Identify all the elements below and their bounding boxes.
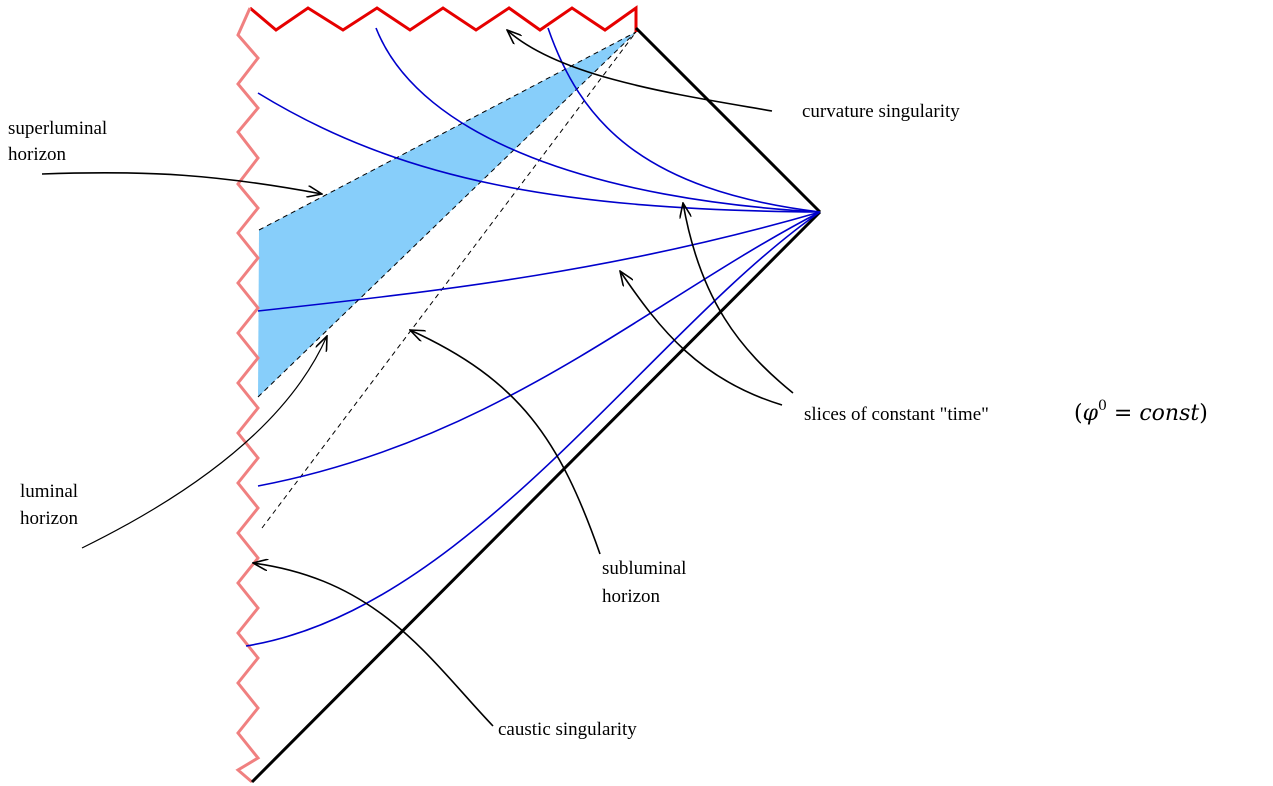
caustic-singularity-line xyxy=(238,8,258,782)
luminal-arrow xyxy=(82,336,327,548)
curvature-singularity-line xyxy=(250,8,636,32)
superluminal-arrow xyxy=(42,173,322,194)
caustic-singularity-label: caustic singularity xyxy=(498,719,637,740)
math-close-paren: ) xyxy=(1199,401,1208,426)
slices-arrow-2 xyxy=(620,271,782,405)
slice xyxy=(548,28,820,212)
subluminal-horizon-label-line2: horizon xyxy=(602,586,661,607)
slices-math-label: (φ0 = const) xyxy=(1074,398,1208,426)
math-phi: φ xyxy=(1083,401,1099,426)
math-superscript: 0 xyxy=(1098,398,1107,414)
math-const: const xyxy=(1139,401,1199,426)
superluminal-horizon-label-line1: superluminal xyxy=(8,118,107,139)
slices-label: slices of constant "time" xyxy=(804,404,989,425)
luminal-horizon-label-line1: luminal xyxy=(20,481,78,502)
math-open-paren: ( xyxy=(1074,401,1083,426)
caustic-arrow xyxy=(253,563,493,726)
superluminal-horizon-label-line2: horizon xyxy=(8,144,67,165)
luminal-horizon-label-line2: horizon xyxy=(20,508,79,529)
slices-arrow-1 xyxy=(683,203,793,393)
curvature-singularity-label: curvature singularity xyxy=(802,101,960,122)
math-equals: = xyxy=(1107,401,1139,426)
future-null-boundary xyxy=(636,28,820,212)
subluminal-horizon-label-line1: subluminal xyxy=(602,558,686,579)
